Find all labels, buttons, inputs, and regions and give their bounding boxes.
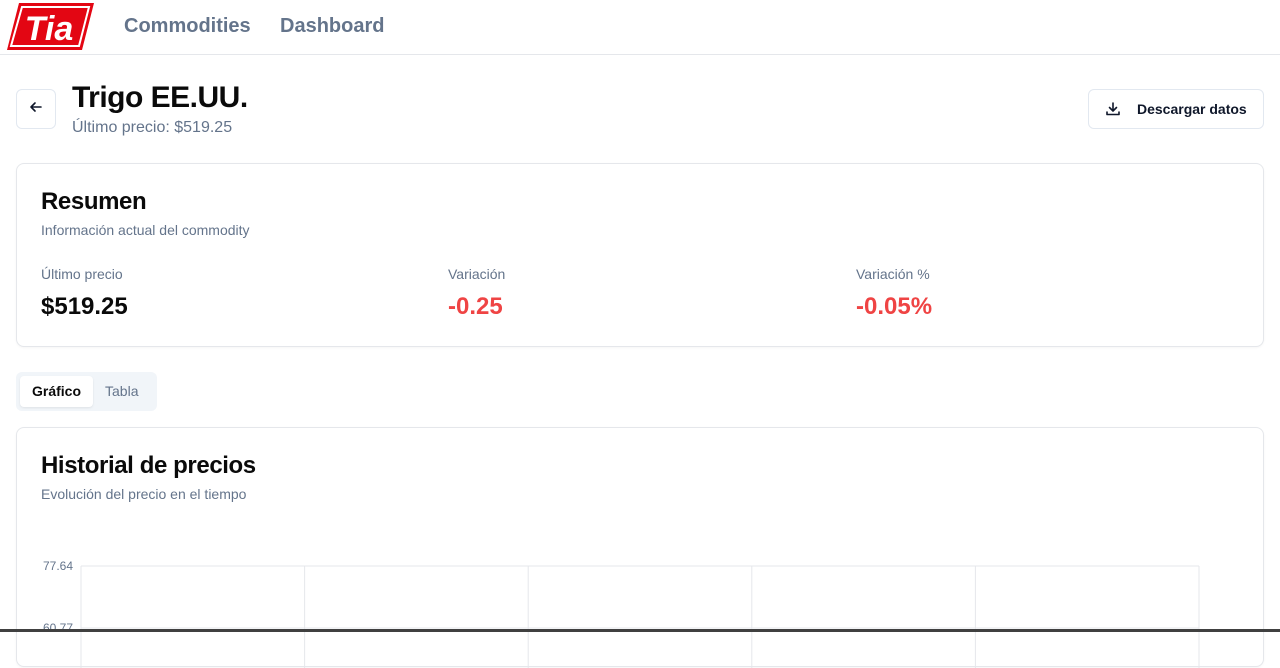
- y-tick-label: 60.77: [43, 621, 73, 635]
- tab-chart[interactable]: Gráfico: [20, 376, 94, 407]
- y-tick-label: 77.64: [43, 559, 73, 573]
- arrow-left-icon: [28, 99, 44, 120]
- bottom-edge-bar: [0, 629, 1280, 632]
- stat-label-variation-percent: Variación %: [856, 266, 930, 282]
- download-data-label: Descargar datos: [1137, 101, 1247, 117]
- download-data-button[interactable]: Descargar datos: [1088, 89, 1264, 129]
- stat-label-last-price: Último precio: [41, 266, 123, 282]
- tia-logo[interactable]: Tia: [5, 2, 95, 51]
- svg-text:Tia: Tia: [25, 10, 74, 48]
- summary-title: Resumen: [41, 188, 147, 215]
- price-history-card: Historial de precios Evolución del preci…: [16, 427, 1264, 668]
- stat-value-last-price: $519.25: [41, 293, 128, 320]
- tab-table[interactable]: Tabla: [105, 383, 139, 399]
- page-title: Trigo EE.UU.: [72, 81, 248, 114]
- price-history-chart: 77.64 60.77: [43, 559, 1200, 668]
- summary-description: Información actual del commodity: [41, 222, 250, 238]
- price-history-description: Evolución del precio en el tiempo: [41, 486, 247, 502]
- top-navbar: Tia Commodities Dashboard: [0, 0, 1280, 55]
- stat-value-variation: -0.25: [448, 293, 503, 320]
- download-icon: [1105, 101, 1121, 117]
- nav-link-dashboard[interactable]: Dashboard: [280, 15, 385, 37]
- last-price-subtitle: Último precio: $519.25: [72, 119, 233, 136]
- stat-label-variation: Variación: [448, 266, 506, 282]
- price-history-title: Historial de precios: [41, 452, 256, 479]
- view-tabs: Gráfico Tabla: [16, 372, 157, 411]
- back-button[interactable]: [16, 89, 56, 129]
- summary-card: Resumen Información actual del commodity…: [16, 163, 1264, 347]
- nav-link-commodities[interactable]: Commodities: [124, 15, 251, 37]
- stat-value-variation-percent: -0.05%: [856, 293, 933, 320]
